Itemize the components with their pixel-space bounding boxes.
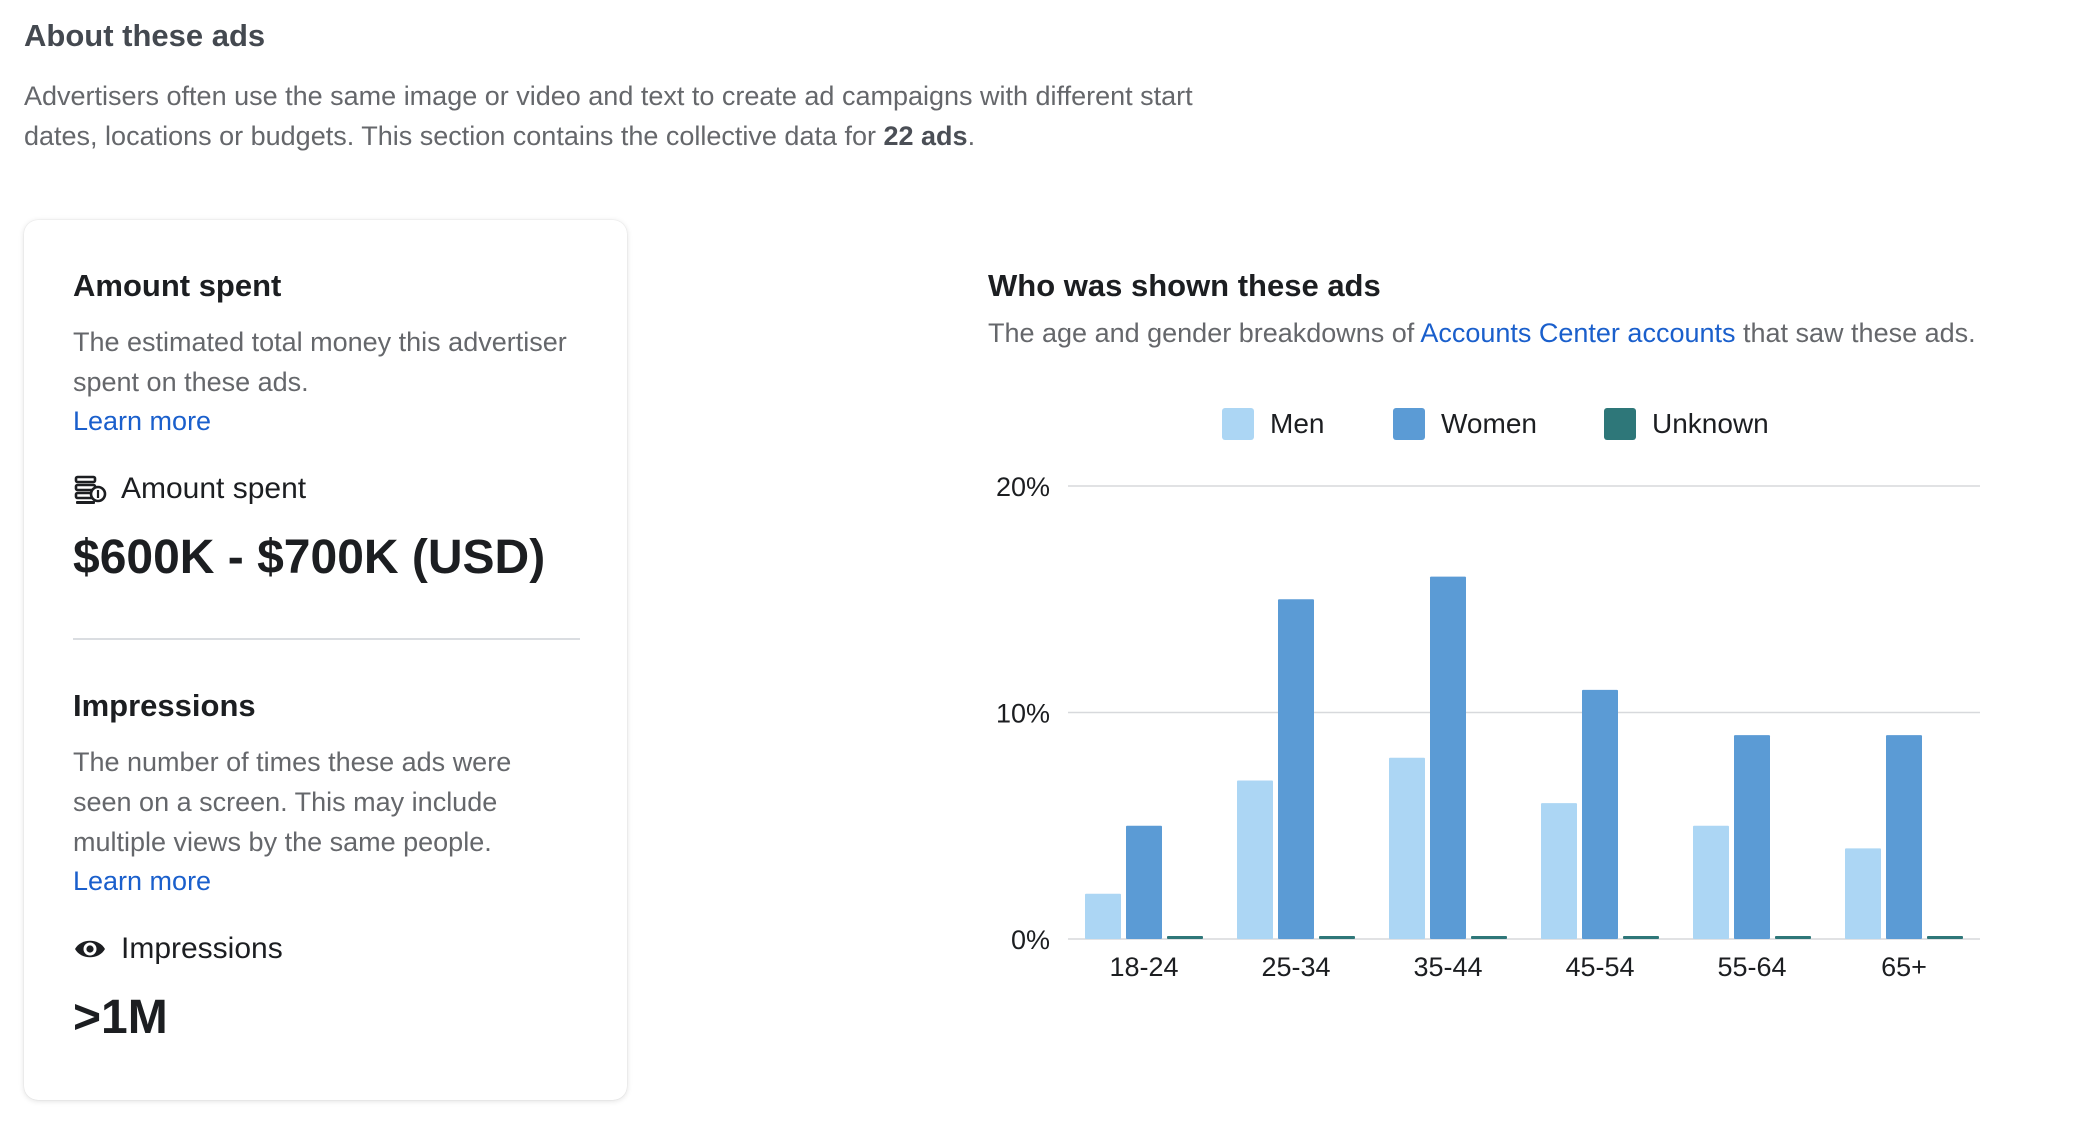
bar-women-18-24	[1126, 825, 1162, 939]
impressions-metric-label: Impressions	[121, 932, 283, 965]
audience-chart-subtitle: The age and gender breakdowns of Account…	[988, 318, 1976, 349]
bar-women-55-64	[1734, 735, 1770, 939]
bar-unknown-35-44	[1471, 936, 1507, 939]
audience-subtitle-end: that saw these ads.	[1735, 318, 1976, 348]
y-tick-label: 0%	[1011, 925, 1050, 955]
bar-unknown-55-64	[1775, 936, 1811, 939]
amount-spent-description: The estimated total money this advertise…	[73, 327, 567, 397]
bar-men-55-64	[1693, 825, 1729, 939]
x-tick-label: 35-44	[1413, 952, 1482, 982]
bar-unknown-45-54	[1623, 936, 1659, 939]
legend-item-unknown[interactable]: Unknown	[1604, 408, 1769, 440]
x-tick-label: 65+	[1881, 952, 1927, 982]
x-tick-label: 55-64	[1717, 952, 1786, 982]
impressions-description: The number of times these ads were seen …	[73, 747, 512, 857]
y-tick-label: 10%	[996, 699, 1050, 729]
legend-item-women[interactable]: Women	[1393, 408, 1537, 440]
amount-spent-value: $600K - $700K (USD)	[73, 531, 546, 584]
bar-women-25-34	[1278, 599, 1314, 939]
bar-unknown-65+	[1927, 936, 1963, 939]
legend-label-women: Women	[1441, 408, 1537, 439]
about-title: About these ads	[24, 18, 266, 53]
legend-swatch-unknown	[1604, 408, 1636, 440]
audience-subtitle-text: The age and gender breakdowns of	[988, 318, 1421, 348]
impressions-metric-row: Impressions	[73, 932, 283, 966]
legend-swatch-women	[1393, 408, 1425, 440]
x-tick-label: 18-24	[1109, 952, 1178, 982]
bar-men-25-34	[1237, 780, 1273, 939]
bar-unknown-18-24	[1167, 936, 1203, 939]
about-description: Advertisers often use the same image or …	[24, 76, 1254, 156]
bar-women-35-44	[1430, 576, 1466, 939]
chart-legend: Men Women Unknown	[0, 408, 2076, 448]
about-description-end: .	[967, 121, 976, 151]
amount-spent-title: Amount spent	[73, 268, 282, 303]
bar-men-45-54	[1541, 803, 1577, 939]
x-tick-label: 25-34	[1261, 952, 1330, 982]
bar-men-35-44	[1389, 757, 1425, 939]
legend-label-unknown: Unknown	[1652, 408, 1769, 439]
amount-spent-learn-more-link[interactable]: Learn more	[73, 406, 212, 436]
bar-women-65+	[1886, 735, 1922, 939]
eye-icon	[73, 932, 107, 966]
y-tick-label: 20%	[996, 472, 1050, 502]
legend-label-men: Men	[1270, 408, 1325, 439]
bar-unknown-25-34	[1319, 936, 1355, 939]
impressions-value: >1M	[73, 991, 168, 1044]
x-tick-label: 45-54	[1565, 952, 1634, 982]
bar-men-18-24	[1085, 893, 1121, 939]
impressions-title: Impressions	[73, 688, 256, 723]
section-divider	[73, 638, 580, 640]
coins-stack-icon	[73, 472, 107, 506]
amount-spent-metric-label: Amount spent	[121, 472, 307, 505]
legend-swatch-men	[1222, 408, 1254, 440]
legend-item-men[interactable]: Men	[1222, 408, 1324, 440]
accounts-center-link[interactable]: Accounts Center accounts	[1420, 318, 1736, 348]
summary-card: Amount spent The estimated total money t…	[24, 220, 627, 1100]
bar-men-65+	[1845, 848, 1881, 939]
audience-chart-title: Who was shown these ads	[988, 268, 1381, 303]
impressions-learn-more-link[interactable]: Learn more	[73, 866, 212, 896]
ad-count: 22 ads	[883, 121, 968, 151]
amount-spent-metric-row: Amount spent	[73, 472, 306, 506]
about-description-text: Advertisers often use the same image or …	[24, 81, 1193, 151]
bar-women-45-54	[1582, 689, 1618, 939]
